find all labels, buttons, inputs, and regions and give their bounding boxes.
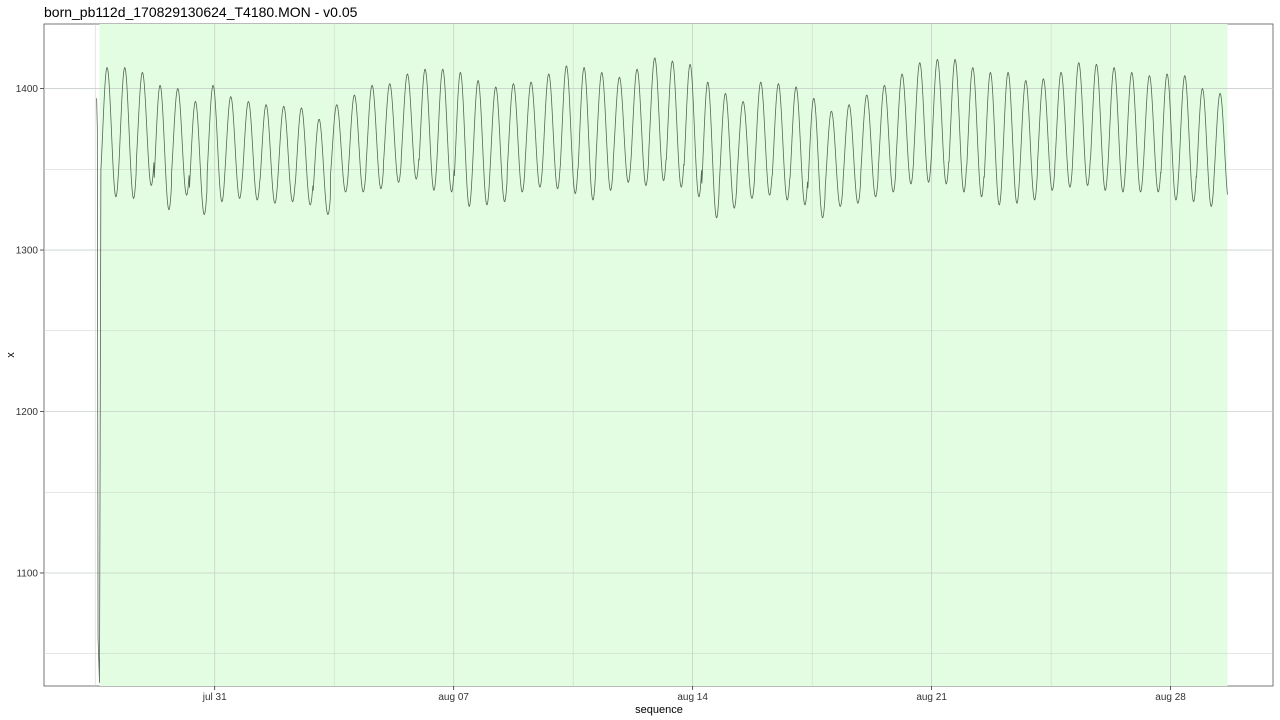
x-tick-label: jul 31 — [202, 692, 227, 703]
chart-title: born_pb112d_170829130624_T4180.MON - v0.… — [44, 4, 358, 20]
highlight-region — [99, 24, 1228, 686]
y-tick-label: 1400 — [16, 84, 39, 95]
x-tick-label: aug 14 — [677, 692, 708, 703]
y-axis-ticks: 1100 1200 1300 1400 — [16, 84, 44, 579]
grid-lines — [44, 24, 1273, 686]
y-tick-label: 1200 — [16, 407, 39, 418]
x-axis-title: sequence — [635, 704, 683, 716]
series-layer — [96, 57, 1228, 683]
y-tick-label: 1300 — [16, 246, 39, 257]
y-axis-title: x — [5, 352, 17, 358]
x-tick-label: aug 28 — [1155, 692, 1186, 703]
x-tick-label: aug 07 — [438, 692, 469, 703]
y-tick-label: 1100 — [16, 568, 38, 579]
series-line — [96, 57, 1228, 683]
x-tick-label: aug 21 — [916, 692, 947, 703]
x-axis-ticks: jul 31 aug 07 aug 14 aug 21 aug 28 — [202, 686, 1186, 703]
